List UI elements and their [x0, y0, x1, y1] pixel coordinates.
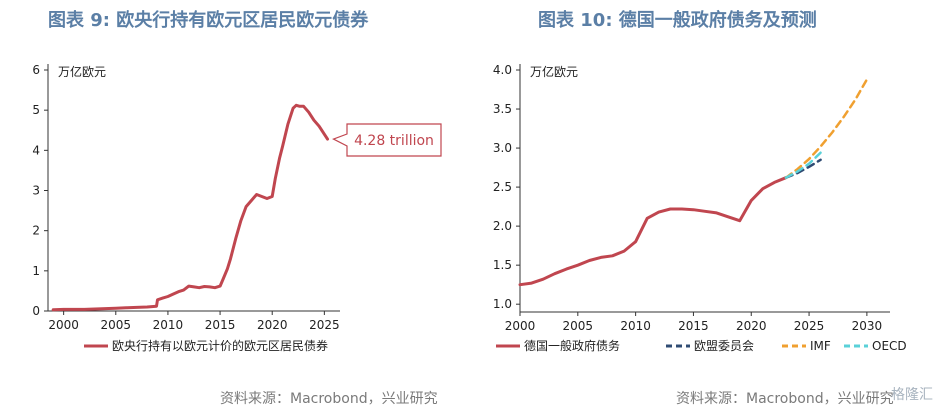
- y-tick-label: 4: [32, 143, 40, 157]
- x-tick-label: 2020: [257, 318, 288, 332]
- y-tick-label: 6: [32, 63, 40, 77]
- series-line-3: [784, 78, 869, 179]
- legend-label-1: 德国一般政府债务: [524, 338, 620, 353]
- y-tick-label: 5: [32, 103, 40, 117]
- y-tick-label: 0: [32, 304, 40, 318]
- y-tick-label: 3.0: [493, 141, 512, 155]
- y-tick-label: 2: [32, 224, 40, 238]
- x-tick-label: 2015: [678, 319, 709, 333]
- y-tick-label: 3: [32, 184, 40, 198]
- x-tick-label: 2020: [736, 319, 767, 333]
- right-chart-title: 图表 10: 德国一般政府债务及预测: [538, 10, 817, 31]
- y-tick-label: 1: [32, 264, 40, 278]
- x-tick-label: 2025: [309, 318, 340, 332]
- left-chart-title: 图表 9: 欧央行持有欧元区居民欧元债券: [48, 10, 369, 31]
- y-tick-label: 2.5: [493, 180, 512, 194]
- y-tick-label: 4.0: [493, 63, 512, 77]
- series-line-1: [518, 176, 788, 287]
- left-source-note: 资料来源：Macrobond，兴业研究: [220, 391, 438, 407]
- y-tick-label: 2.0: [493, 219, 512, 233]
- right-chart: 1.0 1.5 2.0 2.5 3.0 3.5 4.0 2000 2005 2010 2015 202…: [493, 63, 907, 353]
- legend-label-1: 欧央行持有以欧元计价的欧元区居民债券: [112, 338, 328, 353]
- annotation-label: 4.28 trillion: [354, 133, 434, 149]
- x-tick-label: 2015: [205, 318, 236, 332]
- unit-label: 万亿欧元: [530, 64, 578, 79]
- watermark-logo: 格隆汇: [891, 387, 933, 403]
- right-source-note: 资料来源：Macrobond，兴业研究: [676, 391, 894, 407]
- x-tick-label: 2000: [48, 318, 79, 332]
- x-tick-label: 2005: [101, 318, 132, 332]
- series-line-4: [784, 151, 822, 179]
- series-line-1: [51, 103, 329, 312]
- unit-label: 万亿欧元: [58, 64, 106, 79]
- legend-label-3: IMF: [810, 339, 831, 353]
- y-tick-label: 3.5: [493, 102, 512, 116]
- x-tick-label: 2025: [794, 319, 825, 333]
- x-tick-label: 2030: [852, 319, 883, 333]
- legend-label-2: 欧盟委员会: [694, 339, 754, 353]
- annotation-callout-box: [332, 123, 442, 157]
- x-tick-label: 2005: [563, 319, 594, 333]
- x-tick-label: 2010: [153, 318, 184, 332]
- y-tick-label: 1.5: [493, 258, 512, 272]
- x-tick-label: 2000: [505, 319, 536, 333]
- left-chart: 0 1 2 3 4 5 6 2000 2005 2010 2015 2020 2025 万亿欧元欧央行持有…: [32, 63, 442, 353]
- x-tick-label: 2010: [620, 319, 651, 333]
- y-tick-label: 1.0: [493, 297, 512, 311]
- legend-label-4: OECD: [872, 339, 907, 353]
